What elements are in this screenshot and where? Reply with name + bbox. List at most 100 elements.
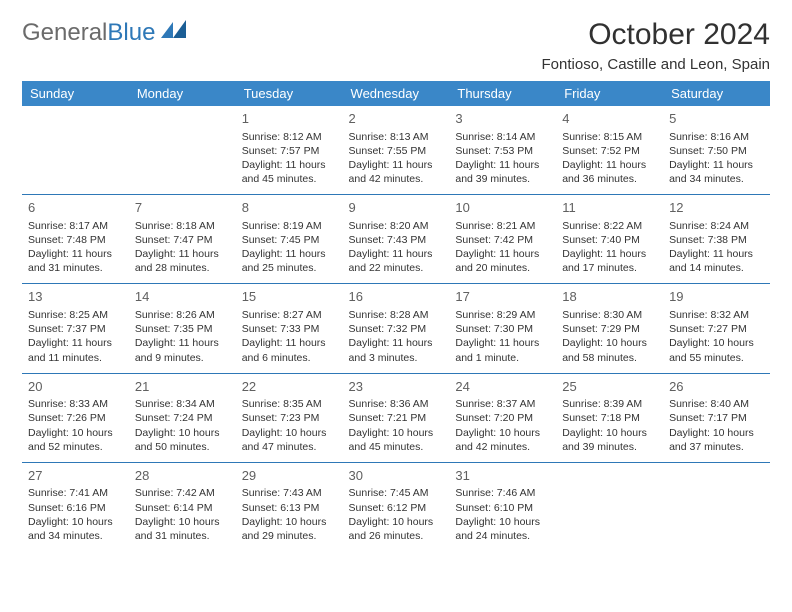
sunrise-text: Sunrise: 8:29 AM [455, 308, 550, 322]
logo: GeneralBlue [22, 18, 189, 47]
daylight-text: Daylight: 11 hours [669, 247, 764, 261]
calendar-cell: 29Sunrise: 7:43 AMSunset: 6:13 PMDayligh… [236, 462, 343, 551]
day-header-row: Sunday Monday Tuesday Wednesday Thursday… [22, 81, 770, 106]
day-number: 17 [455, 288, 550, 306]
daylight-text: and 50 minutes. [135, 440, 230, 454]
daylight-text: Daylight: 11 hours [349, 247, 444, 261]
daylight-text: and 58 minutes. [562, 351, 657, 365]
daylight-text: and 31 minutes. [135, 529, 230, 543]
calendar-cell: 18Sunrise: 8:30 AMSunset: 7:29 PMDayligh… [556, 284, 663, 373]
calendar-week-row: 27Sunrise: 7:41 AMSunset: 6:16 PMDayligh… [22, 462, 770, 551]
day-number: 21 [135, 378, 230, 396]
col-friday: Friday [556, 81, 663, 106]
calendar-cell: 11Sunrise: 8:22 AMSunset: 7:40 PMDayligh… [556, 195, 663, 284]
daylight-text: and 1 minute. [455, 351, 550, 365]
calendar-cell: 16Sunrise: 8:28 AMSunset: 7:32 PMDayligh… [343, 284, 450, 373]
calendar-cell: 12Sunrise: 8:24 AMSunset: 7:38 PMDayligh… [663, 195, 770, 284]
sunrise-text: Sunrise: 8:33 AM [28, 397, 123, 411]
sunset-text: Sunset: 7:40 PM [562, 233, 657, 247]
sunrise-text: Sunrise: 8:19 AM [242, 219, 337, 233]
daylight-text: and 45 minutes. [242, 172, 337, 186]
daylight-text: and 47 minutes. [242, 440, 337, 454]
daylight-text: and 55 minutes. [669, 351, 764, 365]
daylight-text: Daylight: 10 hours [669, 336, 764, 350]
sunrise-text: Sunrise: 8:40 AM [669, 397, 764, 411]
sunrise-text: Sunrise: 8:22 AM [562, 219, 657, 233]
daylight-text: and 24 minutes. [455, 529, 550, 543]
daylight-text: and 14 minutes. [669, 261, 764, 275]
calendar-cell: 15Sunrise: 8:27 AMSunset: 7:33 PMDayligh… [236, 284, 343, 373]
col-tuesday: Tuesday [236, 81, 343, 106]
day-number: 27 [28, 467, 123, 485]
daylight-text: Daylight: 10 hours [242, 426, 337, 440]
title-block: October 2024 Fontioso, Castille and Leon… [542, 18, 770, 73]
sunrise-text: Sunrise: 7:41 AM [28, 486, 123, 500]
day-number: 3 [455, 110, 550, 128]
calendar-cell: 14Sunrise: 8:26 AMSunset: 7:35 PMDayligh… [129, 284, 236, 373]
calendar-cell: 31Sunrise: 7:46 AMSunset: 6:10 PMDayligh… [449, 462, 556, 551]
sunset-text: Sunset: 7:43 PM [349, 233, 444, 247]
day-number: 18 [562, 288, 657, 306]
daylight-text: and 34 minutes. [669, 172, 764, 186]
daylight-text: Daylight: 11 hours [242, 247, 337, 261]
calendar-cell: 13Sunrise: 8:25 AMSunset: 7:37 PMDayligh… [22, 284, 129, 373]
sunrise-text: Sunrise: 8:25 AM [28, 308, 123, 322]
sunset-text: Sunset: 6:14 PM [135, 501, 230, 515]
day-number: 15 [242, 288, 337, 306]
calendar-cell: 27Sunrise: 7:41 AMSunset: 6:16 PMDayligh… [22, 462, 129, 551]
col-wednesday: Wednesday [343, 81, 450, 106]
calendar-cell: 21Sunrise: 8:34 AMSunset: 7:24 PMDayligh… [129, 373, 236, 462]
sunset-text: Sunset: 7:20 PM [455, 411, 550, 425]
sunrise-text: Sunrise: 7:42 AM [135, 486, 230, 500]
location-text: Fontioso, Castille and Leon, Spain [542, 56, 770, 73]
day-number: 29 [242, 467, 337, 485]
daylight-text: Daylight: 11 hours [455, 336, 550, 350]
sunset-text: Sunset: 7:57 PM [242, 144, 337, 158]
sunset-text: Sunset: 7:24 PM [135, 411, 230, 425]
sunset-text: Sunset: 7:38 PM [669, 233, 764, 247]
sunset-text: Sunset: 7:45 PM [242, 233, 337, 247]
calendar-cell: 4Sunrise: 8:15 AMSunset: 7:52 PMDaylight… [556, 106, 663, 195]
col-thursday: Thursday [449, 81, 556, 106]
sunrise-text: Sunrise: 8:35 AM [242, 397, 337, 411]
day-number: 14 [135, 288, 230, 306]
sunrise-text: Sunrise: 7:46 AM [455, 486, 550, 500]
sunset-text: Sunset: 6:13 PM [242, 501, 337, 515]
calendar-week-row: 13Sunrise: 8:25 AMSunset: 7:37 PMDayligh… [22, 284, 770, 373]
daylight-text: and 9 minutes. [135, 351, 230, 365]
sunrise-text: Sunrise: 8:13 AM [349, 130, 444, 144]
calendar-week-row: 6Sunrise: 8:17 AMSunset: 7:48 PMDaylight… [22, 195, 770, 284]
page-title: October 2024 [542, 18, 770, 52]
day-number: 28 [135, 467, 230, 485]
daylight-text: and 20 minutes. [455, 261, 550, 275]
sunset-text: Sunset: 6:12 PM [349, 501, 444, 515]
calendar-cell: 23Sunrise: 8:36 AMSunset: 7:21 PMDayligh… [343, 373, 450, 462]
day-number: 11 [562, 199, 657, 217]
daylight-text: and 34 minutes. [28, 529, 123, 543]
calendar-cell: 8Sunrise: 8:19 AMSunset: 7:45 PMDaylight… [236, 195, 343, 284]
calendar-cell [129, 106, 236, 195]
daylight-text: Daylight: 11 hours [242, 158, 337, 172]
sunset-text: Sunset: 7:23 PM [242, 411, 337, 425]
calendar-cell: 25Sunrise: 8:39 AMSunset: 7:18 PMDayligh… [556, 373, 663, 462]
daylight-text: Daylight: 11 hours [349, 336, 444, 350]
day-number: 24 [455, 378, 550, 396]
calendar-cell: 1Sunrise: 8:12 AMSunset: 7:57 PMDaylight… [236, 106, 343, 195]
sunset-text: Sunset: 7:18 PM [562, 411, 657, 425]
calendar-cell: 3Sunrise: 8:14 AMSunset: 7:53 PMDaylight… [449, 106, 556, 195]
calendar-cell: 24Sunrise: 8:37 AMSunset: 7:20 PMDayligh… [449, 373, 556, 462]
day-number: 23 [349, 378, 444, 396]
sunrise-text: Sunrise: 8:39 AM [562, 397, 657, 411]
sunset-text: Sunset: 7:17 PM [669, 411, 764, 425]
logo-text-1: General [22, 19, 107, 47]
sunset-text: Sunset: 7:30 PM [455, 322, 550, 336]
sunset-text: Sunset: 7:48 PM [28, 233, 123, 247]
sunset-text: Sunset: 7:52 PM [562, 144, 657, 158]
daylight-text: and 25 minutes. [242, 261, 337, 275]
sunset-text: Sunset: 7:37 PM [28, 322, 123, 336]
calendar-cell: 6Sunrise: 8:17 AMSunset: 7:48 PMDaylight… [22, 195, 129, 284]
day-number: 4 [562, 110, 657, 128]
daylight-text: and 31 minutes. [28, 261, 123, 275]
sunrise-text: Sunrise: 8:18 AM [135, 219, 230, 233]
sunset-text: Sunset: 6:10 PM [455, 501, 550, 515]
